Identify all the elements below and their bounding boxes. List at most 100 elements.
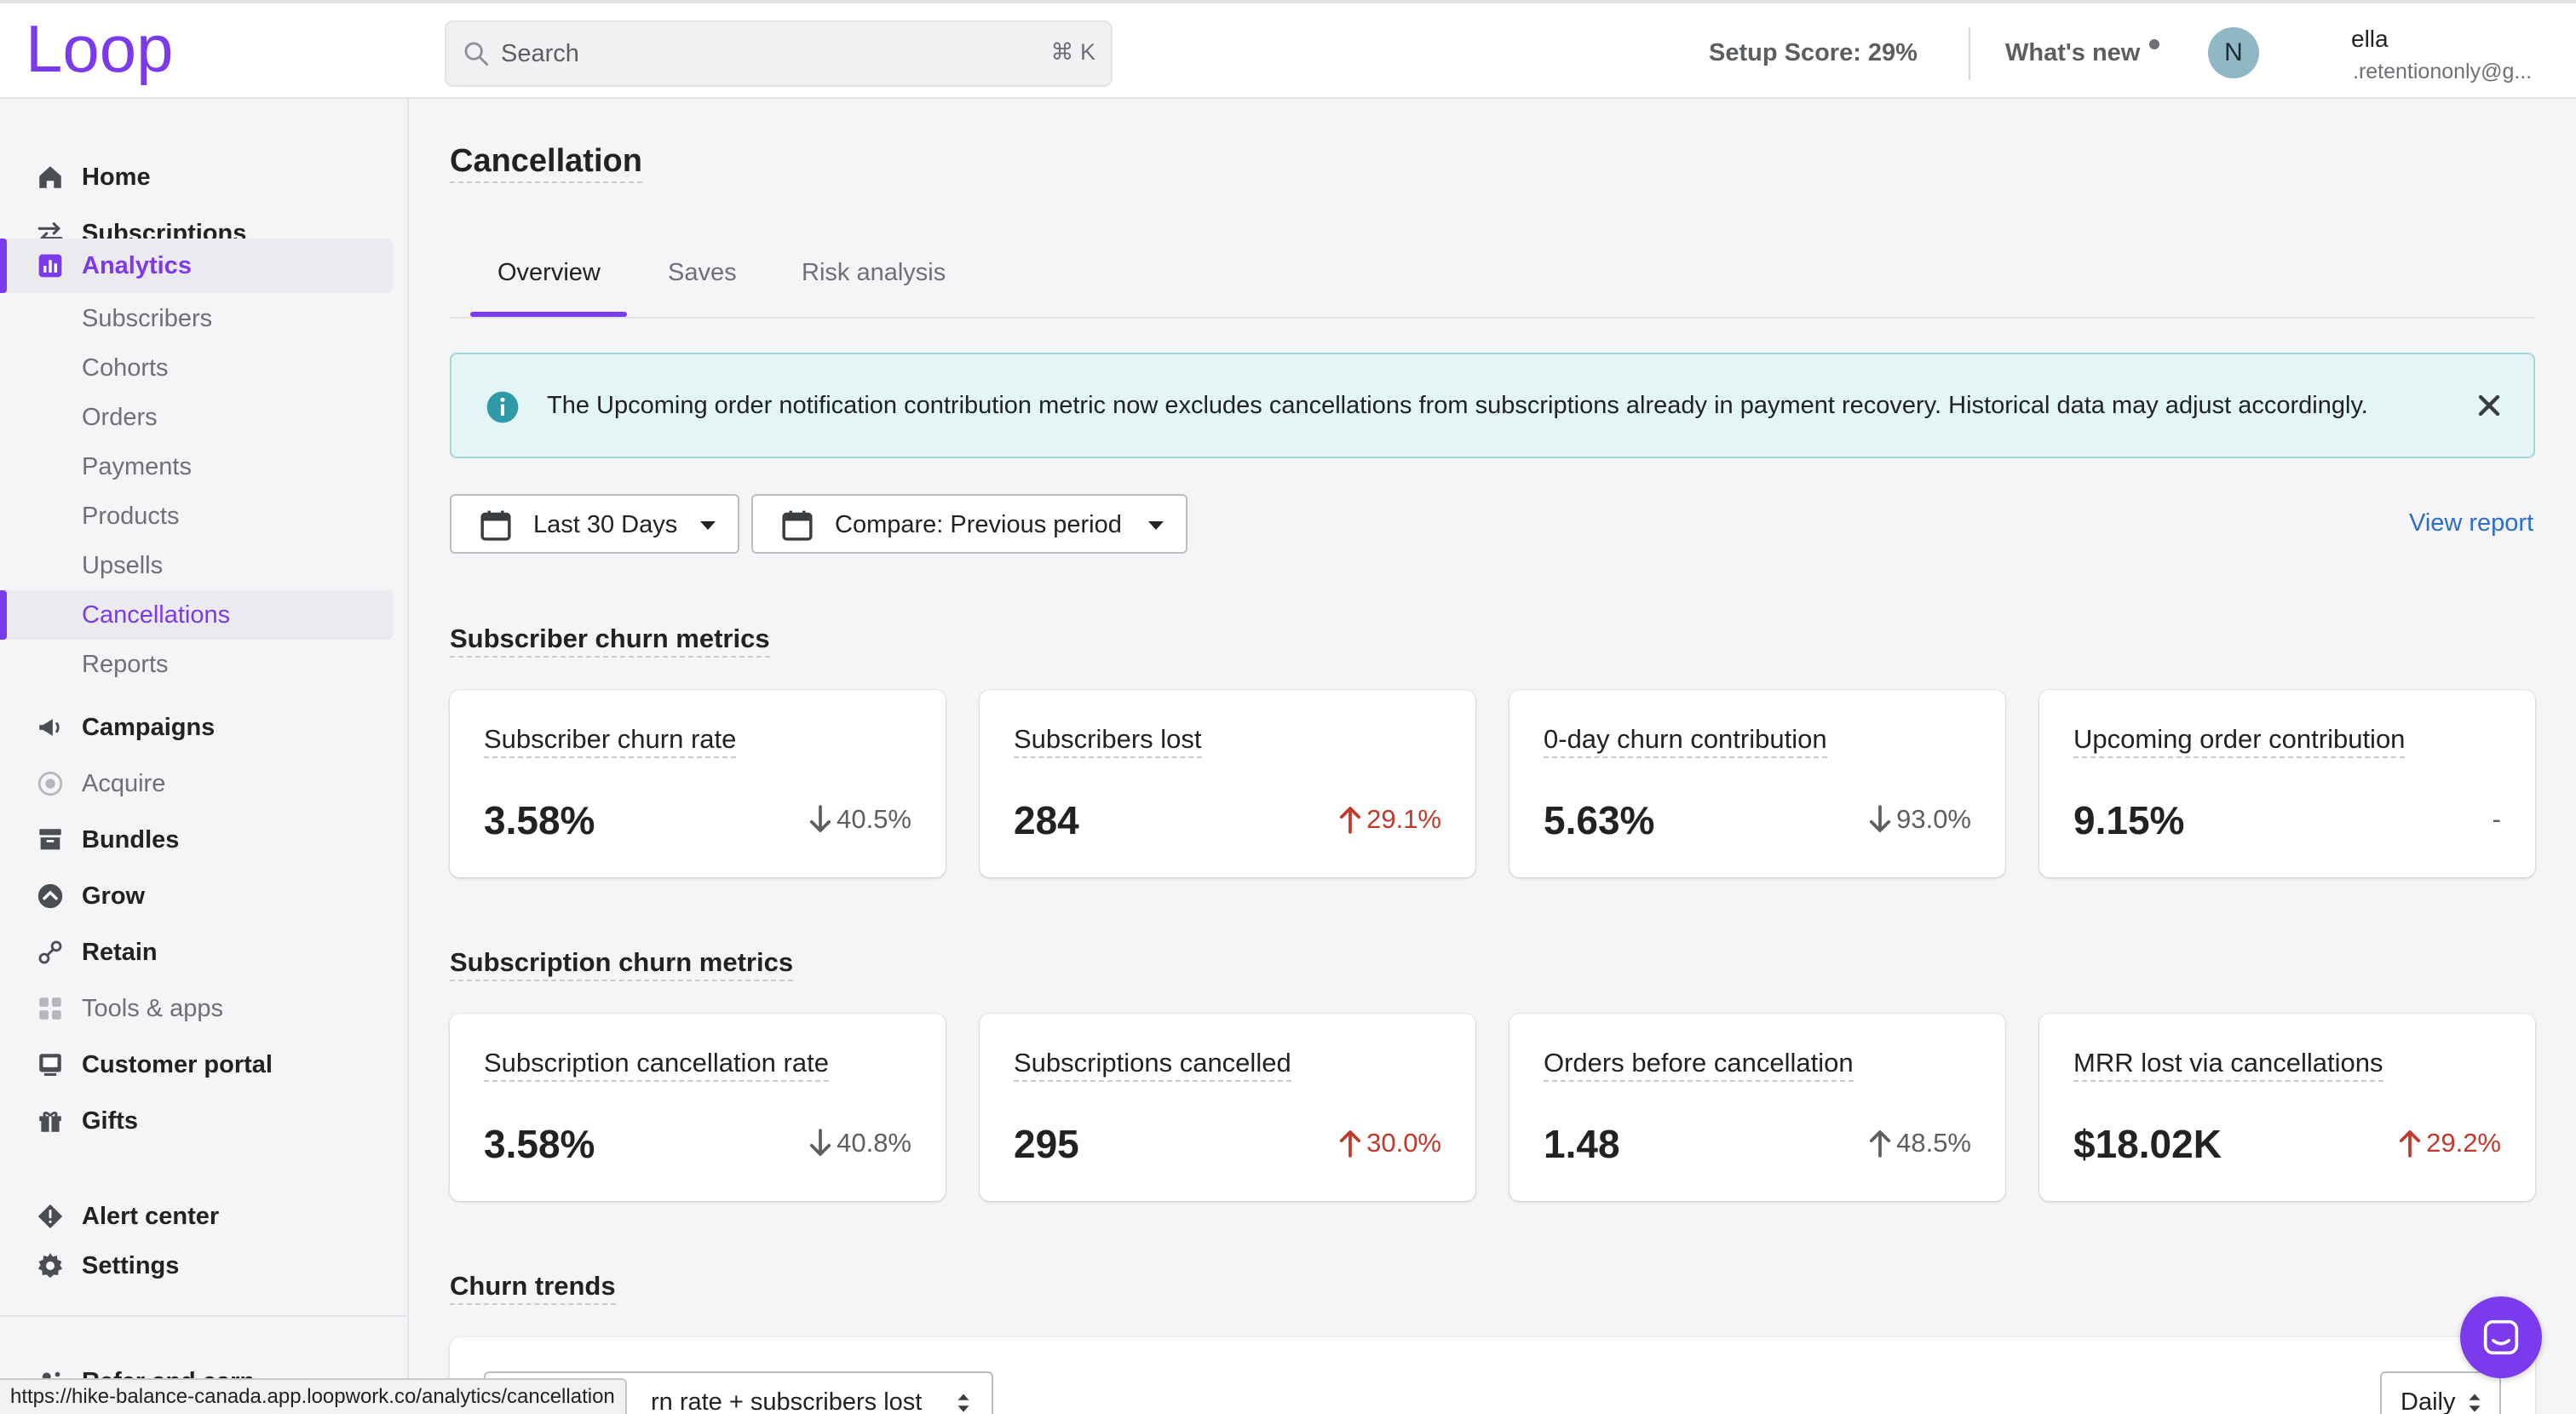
- metric-delta-value: 29.2%: [2426, 1128, 2501, 1158]
- trend-period-select[interactable]: Daily: [2380, 1371, 2501, 1414]
- sidebar-item-customer-portal[interactable]: Customer portal: [0, 1038, 394, 1092]
- arrow-up-icon: [1340, 1130, 1361, 1158]
- metric-card[interactable]: Subscribers lost 284 29.1%: [980, 690, 1475, 877]
- arrow-up-icon: [1340, 807, 1361, 834]
- metric-card[interactable]: Subscriptions cancelled 295 30.0%: [980, 1014, 1475, 1201]
- compare-period-button[interactable]: Compare: Previous period: [751, 494, 1187, 554]
- sidebar-subitem-payments[interactable]: Payments: [0, 442, 394, 491]
- sidebar-item-label: Campaigns: [82, 713, 216, 741]
- home-icon: [34, 161, 66, 193]
- metric-card[interactable]: 0-day churn contribution 5.63% 93.0%: [1509, 690, 2005, 877]
- select-arrows-icon: [2469, 1394, 2481, 1412]
- sidebar-item-label: Gifts: [82, 1106, 139, 1135]
- metric-title[interactable]: Upcoming order contribution: [2073, 724, 2406, 758]
- sidebar-item-bundles[interactable]: Bundles: [0, 813, 394, 867]
- chevron-down-icon: [700, 521, 716, 530]
- sidebar-subitem-products[interactable]: Products: [0, 491, 394, 541]
- user-name[interactable]: ella: [2351, 26, 2389, 52]
- status-bar-url: https://hike-balance-canada.app.loopwork…: [0, 1378, 627, 1414]
- tab-bar: Overview Saves Risk analysis: [450, 249, 2535, 319]
- subscription-churn-heading: Subscription churn metrics: [450, 947, 794, 981]
- sidebar-item-label: Grow: [82, 882, 146, 910]
- sidebar-subitem-cancellations[interactable]: Cancellations: [0, 590, 394, 640]
- metric-value: 3.58%: [484, 798, 595, 842]
- sidebar-subitem-reports[interactable]: Reports: [0, 640, 394, 689]
- target-icon: [34, 767, 66, 800]
- metric-delta-value: 40.5%: [837, 804, 911, 834]
- metric-title[interactable]: 0-day churn contribution: [1544, 724, 1827, 758]
- sidebar-subitem-label: Payments: [82, 452, 192, 480]
- portal-icon: [34, 1049, 66, 1081]
- sidebar-item-alert-center[interactable]: Alert center: [0, 1189, 394, 1244]
- sidebar-subitem-label: Upsells: [82, 551, 164, 579]
- alert-icon: [34, 1200, 66, 1233]
- sidebar-subitem-orders[interactable]: Orders: [0, 393, 394, 442]
- metric-title[interactable]: Subscribers lost: [1014, 724, 1202, 758]
- sidebar-item-tools-apps[interactable]: Tools & apps: [0, 981, 394, 1036]
- close-icon[interactable]: [2472, 388, 2506, 422]
- sidebar-subitem-label: Subscribers: [82, 304, 213, 332]
- metric-title[interactable]: Orders before cancellation: [1544, 1048, 1854, 1082]
- metric-title[interactable]: MRR lost via cancellations: [2073, 1048, 2383, 1082]
- grow-icon: [34, 880, 66, 912]
- tab-risk-analysis[interactable]: Risk analysis: [802, 259, 946, 286]
- sidebar-item-gifts[interactable]: Gifts: [0, 1094, 394, 1148]
- user-email[interactable]: .retentiononly@g...: [2353, 60, 2533, 83]
- sidebar-item-retain[interactable]: Retain: [0, 925, 394, 980]
- metric-delta: 93.0%: [1869, 804, 1971, 835]
- sidebar-item-campaigns[interactable]: Campaigns: [0, 700, 394, 755]
- trend-metric-label: rn rate + subscribers lost: [651, 1388, 923, 1414]
- compare-period-label: Compare: Previous period: [835, 511, 1122, 538]
- metric-value: 295: [1014, 1122, 1079, 1166]
- sidebar-item-label: Settings: [82, 1251, 180, 1279]
- view-report-link[interactable]: View report: [2409, 509, 2534, 537]
- sidebar-subitem-upsells[interactable]: Upsells: [0, 541, 394, 590]
- bar-chart-icon: [34, 250, 66, 282]
- sidebar-item-acquire[interactable]: Acquire: [0, 756, 394, 811]
- search-input[interactable]: [501, 34, 978, 73]
- whats-new-link[interactable]: What's new: [2005, 39, 2141, 66]
- sidebar-item-label: Analytics: [82, 251, 192, 279]
- metric-card[interactable]: MRR lost via cancellations $18.02K 29.2%: [2039, 1014, 2535, 1201]
- sidebar-item-analytics[interactable]: Analytics: [0, 239, 394, 293]
- metric-card[interactable]: Upcoming order contribution 9.15% -: [2039, 690, 2535, 877]
- sidebar-item-settings[interactable]: Settings: [0, 1239, 394, 1293]
- churn-trends-heading: Churn trends: [450, 1271, 616, 1305]
- setup-score-link[interactable]: Setup Score: 29%: [1709, 39, 1918, 66]
- metric-title[interactable]: Subscription cancellation rate: [484, 1048, 829, 1082]
- metric-title[interactable]: Subscriber churn rate: [484, 724, 737, 758]
- metric-card[interactable]: Subscriber churn rate 3.58% 40.5%: [450, 690, 946, 877]
- metric-card[interactable]: Subscription cancellation rate 3.58% 40.…: [450, 1014, 946, 1201]
- metric-delta-value: 40.8%: [837, 1128, 911, 1158]
- top-bar: Loop ⌘ K Setup Score: 29% What's new N e…: [0, 0, 2576, 99]
- sidebar-subitem-subscribers[interactable]: Subscribers: [0, 294, 394, 343]
- megaphone-icon: [34, 711, 66, 744]
- metric-card[interactable]: Orders before cancellation 1.48 48.5%: [1509, 1014, 2005, 1201]
- search-bar[interactable]: ⌘ K: [445, 20, 1113, 87]
- loop-logo[interactable]: Loop: [26, 19, 204, 87]
- metric-delta: 40.5%: [809, 804, 911, 835]
- sidebar-subitem-cohorts[interactable]: Cohorts: [0, 343, 394, 393]
- retain-icon: [34, 936, 66, 969]
- metric-delta: 30.0%: [1339, 1128, 1441, 1158]
- metric-value: 9.15%: [2073, 798, 2185, 842]
- metric-delta-value: -: [2492, 804, 2501, 834]
- sidebar-item-label: Alert center: [82, 1202, 220, 1230]
- metric-delta: 48.5%: [1869, 1128, 1971, 1158]
- metric-title[interactable]: Subscriptions cancelled: [1014, 1048, 1291, 1082]
- tab-overview[interactable]: Overview: [497, 259, 601, 286]
- sidebar-item-grow[interactable]: Grow: [0, 869, 394, 923]
- avatar[interactable]: N: [2208, 27, 2259, 78]
- date-range-button[interactable]: Last 30 Days: [450, 494, 739, 554]
- tab-saves[interactable]: Saves: [668, 259, 737, 286]
- sidebar-item-home[interactable]: Home: [0, 150, 394, 204]
- metric-value: 5.63%: [1544, 798, 1655, 842]
- chat-button[interactable]: [2460, 1296, 2542, 1378]
- sidebar-subitem-label: Products: [82, 502, 180, 530]
- info-banner: The Upcoming order notification contribu…: [450, 353, 2535, 458]
- metric-delta: -: [2493, 804, 2501, 835]
- active-tab-indicator: [470, 312, 627, 317]
- page-title: Cancellation: [450, 143, 642, 183]
- metric-delta-value: 48.5%: [1896, 1128, 1971, 1158]
- arrows-swap-icon: [34, 217, 66, 250]
